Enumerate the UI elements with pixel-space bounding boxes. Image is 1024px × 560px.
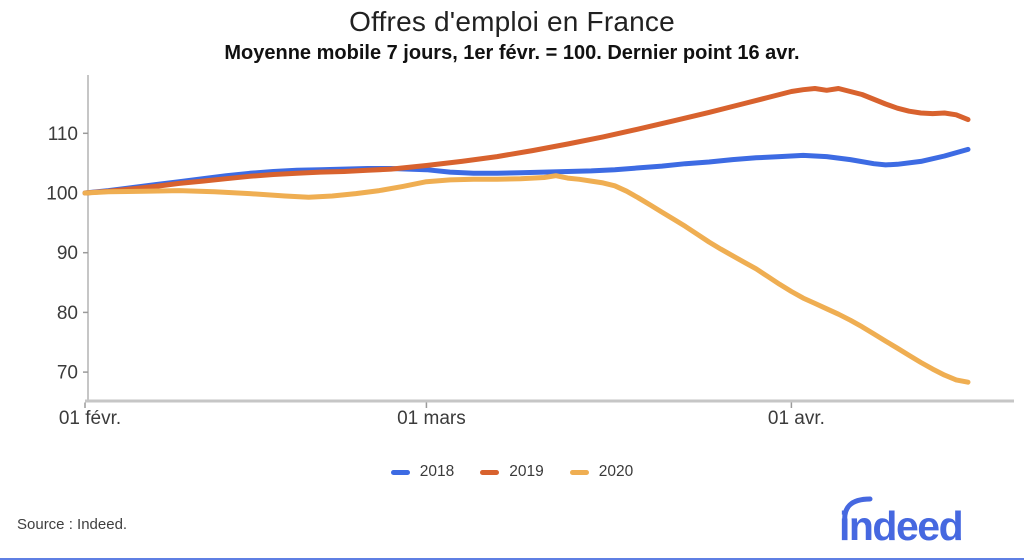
y-tick-label: 70 bbox=[57, 363, 78, 384]
legend-swatch-icon bbox=[480, 469, 500, 475]
x-tick-label: 01 avr. bbox=[768, 408, 825, 429]
chart-line-2020 bbox=[82, 173, 971, 385]
legend-item-2020: 2020 bbox=[569, 463, 634, 481]
indeed-logo-graphic: indeed bbox=[839, 496, 964, 549]
y-tick-label: 90 bbox=[57, 243, 78, 264]
legend-swatch-icon bbox=[390, 469, 410, 475]
legend-label: 2018 bbox=[419, 463, 455, 480]
y-tick-label: 100 bbox=[46, 184, 78, 205]
x-tick-label: 01 mars bbox=[397, 408, 466, 429]
y-tick-label: 80 bbox=[57, 303, 78, 324]
legend-item-2019: 2019 bbox=[480, 463, 544, 481]
logo-swoosh-icon bbox=[842, 496, 873, 526]
legend-swatch-icon bbox=[569, 469, 589, 475]
legend-label: 2020 bbox=[598, 463, 634, 480]
legend-label: 2019 bbox=[509, 463, 544, 480]
logo-wordmark: indeed bbox=[839, 503, 962, 546]
bottom-accent-bar bbox=[0, 558, 1024, 560]
legend-item-2018: 2018 bbox=[390, 463, 455, 481]
chart-line-2019 bbox=[82, 86, 971, 196]
chart-line-2018 bbox=[82, 146, 971, 196]
chart-legend: 2018 2019 2020 bbox=[0, 463, 1024, 481]
page-title: Offres d'emploi en France bbox=[349, 6, 675, 37]
x-tick-label: 01 févr. bbox=[59, 408, 121, 429]
source-label: Source : Indeed. bbox=[17, 516, 128, 533]
page-subtitle: Moyenne mobile 7 jours, 1er févr. = 100.… bbox=[224, 42, 800, 64]
y-tick-label: 110 bbox=[48, 124, 78, 145]
indeed-logo: indeed bbox=[838, 490, 990, 551]
